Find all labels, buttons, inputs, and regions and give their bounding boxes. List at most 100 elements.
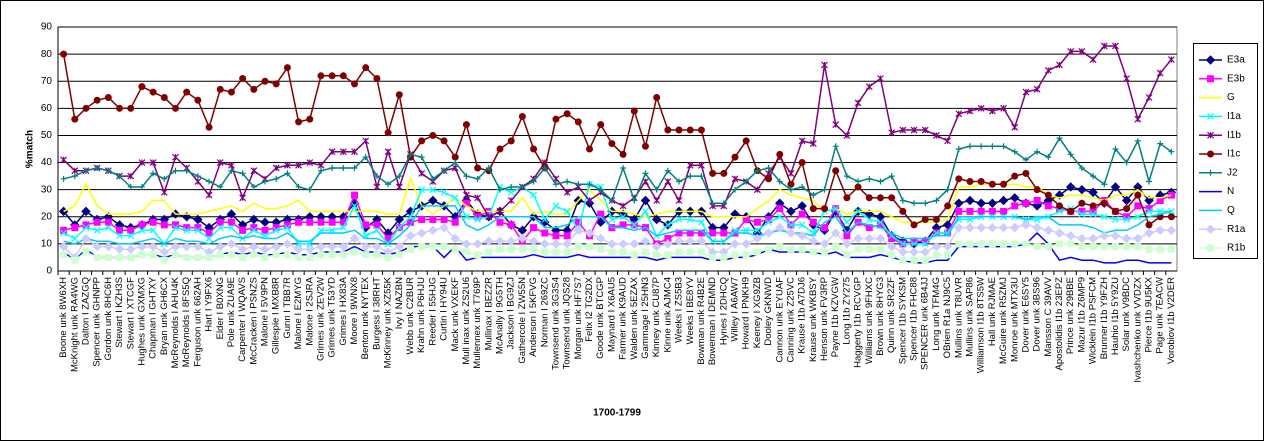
legend-label: I1c <box>1227 149 1240 160</box>
point-marker <box>250 251 258 259</box>
point-marker <box>159 247 170 257</box>
x-tick-label: Malone I 2SJRA <box>304 276 315 345</box>
point-marker <box>1110 231 1121 241</box>
y-tick-label: 90 <box>41 22 53 33</box>
point-marker <box>439 222 449 233</box>
point-marker <box>799 183 806 190</box>
x-tick-label: Long I1b ZY275 <box>841 277 852 345</box>
point-marker <box>429 175 436 182</box>
point-marker <box>886 241 897 252</box>
point-marker <box>60 229 68 237</box>
point-marker <box>228 167 235 174</box>
point-marker <box>1056 61 1063 69</box>
point-marker <box>93 253 101 261</box>
point-marker <box>597 186 604 193</box>
point-marker <box>597 210 605 218</box>
point-marker <box>71 167 79 175</box>
point-marker <box>988 207 996 215</box>
point-marker <box>854 183 862 191</box>
point-marker <box>1022 169 1030 177</box>
y-tick-label: 60 <box>41 103 53 114</box>
point-marker <box>227 251 235 259</box>
x-tick-label: Bowman unk R4B2E <box>696 277 707 365</box>
x-tick-label: McCracken I PSNZS <box>248 277 259 365</box>
point-marker <box>216 218 224 226</box>
series-line <box>63 176 1172 223</box>
point-marker <box>295 161 303 169</box>
point-marker <box>194 173 201 180</box>
point-marker <box>629 239 639 249</box>
point-marker <box>731 175 739 183</box>
point-marker <box>765 175 773 183</box>
point-marker <box>965 222 975 233</box>
point-marker <box>206 178 213 185</box>
point-marker <box>832 205 840 213</box>
point-marker <box>1145 207 1153 215</box>
x-tick-label: Townsend unk 3G3S4 <box>550 277 561 370</box>
legend-label: J2 <box>1227 167 1238 178</box>
point-marker <box>507 245 515 253</box>
point-marker <box>1134 191 1142 199</box>
x-tick-label: OBrien R1a NJ9C5 <box>942 277 953 358</box>
point-marker <box>832 121 840 129</box>
point-marker <box>116 104 124 112</box>
point-marker <box>753 218 761 226</box>
point-marker <box>474 251 482 259</box>
point-marker <box>541 229 549 237</box>
x-tick-label: Ivy I NAZBN <box>394 277 405 329</box>
point-marker <box>429 215 437 223</box>
point-marker <box>742 137 750 145</box>
point-marker <box>787 221 795 229</box>
point-marker <box>339 224 347 232</box>
point-marker <box>1121 233 1132 244</box>
point-marker <box>361 241 371 252</box>
legend-label: R1b <box>1227 243 1246 254</box>
point-marker <box>1045 154 1052 161</box>
x-tick-label: Carpenter I WQAVS <box>237 277 248 362</box>
point-marker <box>1000 180 1008 188</box>
x-tick-label: Spencer unk GHNPP <box>92 277 103 367</box>
point-marker <box>1044 243 1052 251</box>
point-marker <box>619 150 627 158</box>
x-tick-label: Grimes I HX83A <box>338 276 349 345</box>
point-marker <box>316 241 326 252</box>
point-marker <box>998 222 1009 233</box>
point-marker <box>709 229 717 237</box>
point-marker <box>586 145 594 153</box>
point-marker <box>463 191 470 199</box>
point-marker <box>1145 94 1153 101</box>
point-marker <box>763 228 774 238</box>
point-marker <box>686 126 694 134</box>
point-marker <box>865 83 873 91</box>
point-marker <box>977 240 985 248</box>
x-tick-label: Felix I2 TG2DX <box>584 276 595 341</box>
x-tick-label: Keeney I XG9ZB <box>752 277 763 348</box>
point-marker <box>888 129 896 137</box>
point-marker <box>1011 240 1019 248</box>
y-tick-label: 40 <box>41 157 53 168</box>
point-marker <box>373 226 381 234</box>
point-marker <box>1056 202 1064 210</box>
legend-marker <box>1207 112 1214 120</box>
point-marker <box>171 104 179 112</box>
legend-marker <box>1207 150 1215 158</box>
point-marker <box>966 178 974 185</box>
x-tick-label: Williamson I1b 8TS5W <box>976 277 987 373</box>
point-marker <box>753 248 761 256</box>
point-marker <box>775 222 785 233</box>
legend-marker <box>1205 224 1216 234</box>
point-marker <box>237 244 248 255</box>
point-marker <box>876 245 884 253</box>
point-marker <box>720 169 728 177</box>
point-marker <box>843 218 851 226</box>
point-marker <box>899 126 907 134</box>
point-marker <box>249 214 259 225</box>
series-line <box>63 45 1172 218</box>
point-marker <box>832 243 840 251</box>
point-marker <box>988 240 996 248</box>
legend-marker <box>1207 169 1214 176</box>
point-marker <box>58 241 69 252</box>
x-tick-label: Ivashchenko unk VVDZX <box>1132 276 1143 382</box>
point-marker <box>306 186 313 193</box>
point-marker <box>955 146 962 152</box>
